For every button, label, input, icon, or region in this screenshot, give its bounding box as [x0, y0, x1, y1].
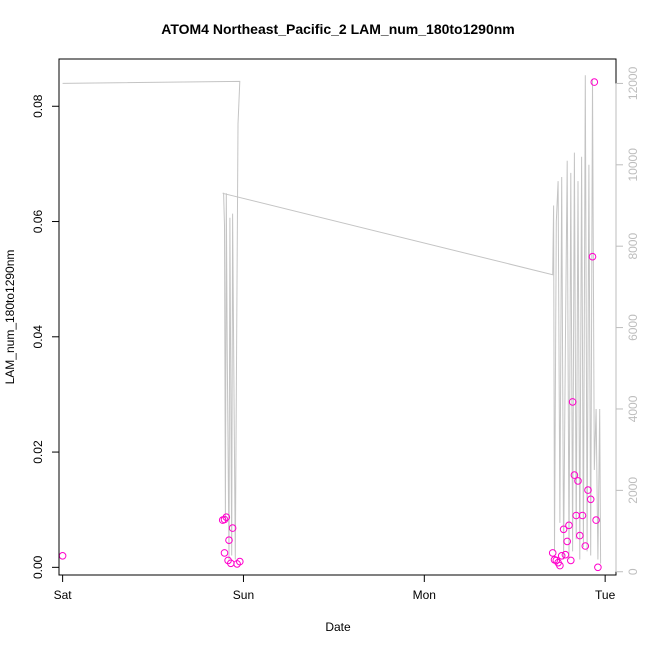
data-point	[220, 549, 229, 557]
data-point	[228, 524, 237, 532]
data-point	[586, 495, 595, 504]
data-point	[578, 511, 587, 520]
y2-tick-label: 0	[626, 568, 640, 575]
data-point	[559, 525, 568, 534]
data-point	[563, 537, 572, 546]
plot-area	[58, 75, 602, 572]
series-line	[62, 75, 602, 564]
x-axis: Sat Sun Mon Tue	[54, 574, 616, 602]
y-axis-label: LAM_num_180to1290nm	[3, 250, 17, 385]
data-point	[581, 542, 590, 550]
chart-title: ATOM4 Northeast_Pacific_2 LAM_num_180to1…	[161, 21, 515, 37]
y-tick-label: 0.02	[31, 440, 45, 464]
data-point	[584, 486, 592, 494]
y-tick-label: 0.06	[31, 210, 45, 234]
data-point	[592, 516, 600, 524]
data-point	[557, 552, 566, 560]
data-point	[548, 549, 557, 557]
data-point	[590, 78, 599, 86]
y-axis-right: 0 2000 4000 6000 8000 10000 12000	[615, 66, 640, 575]
data-point	[236, 557, 244, 566]
y-tick-label: 0.00	[31, 555, 45, 579]
data-point	[588, 252, 597, 261]
y2-tick-label: 2000	[626, 477, 640, 504]
data-point	[574, 477, 582, 485]
plot-border	[58, 58, 617, 576]
data-point	[552, 556, 561, 565]
data-point	[567, 556, 575, 565]
y-tick-label: 0.04	[31, 325, 45, 349]
data-point	[561, 550, 570, 559]
x-tick-label: Mon	[413, 588, 436, 602]
data-point	[576, 531, 584, 540]
data-point	[58, 552, 67, 560]
y2-tick-label: 4000	[626, 395, 640, 422]
data-point	[565, 521, 573, 530]
y2-tick-label: 8000	[626, 233, 640, 260]
data-point	[568, 398, 577, 406]
data-point	[220, 515, 229, 524]
data-point	[225, 536, 233, 545]
data-point	[570, 471, 579, 479]
data-point	[556, 561, 564, 570]
x-axis-label: Date	[325, 620, 351, 634]
data-point	[594, 563, 602, 572]
y2-tick-label: 6000	[626, 314, 640, 341]
y-tick-label: 0.08	[31, 94, 45, 118]
x-tick-label: Sat	[54, 588, 73, 602]
x-tick-label: Tue	[595, 588, 616, 602]
data-point	[222, 513, 231, 522]
y-axis-left: 0.00 0.02 0.04 0.06 0.08	[31, 94, 60, 579]
x-tick-label: Sun	[233, 588, 254, 602]
y2-tick-label: 12000	[626, 66, 640, 100]
y2-tick-label: 10000	[626, 148, 640, 182]
